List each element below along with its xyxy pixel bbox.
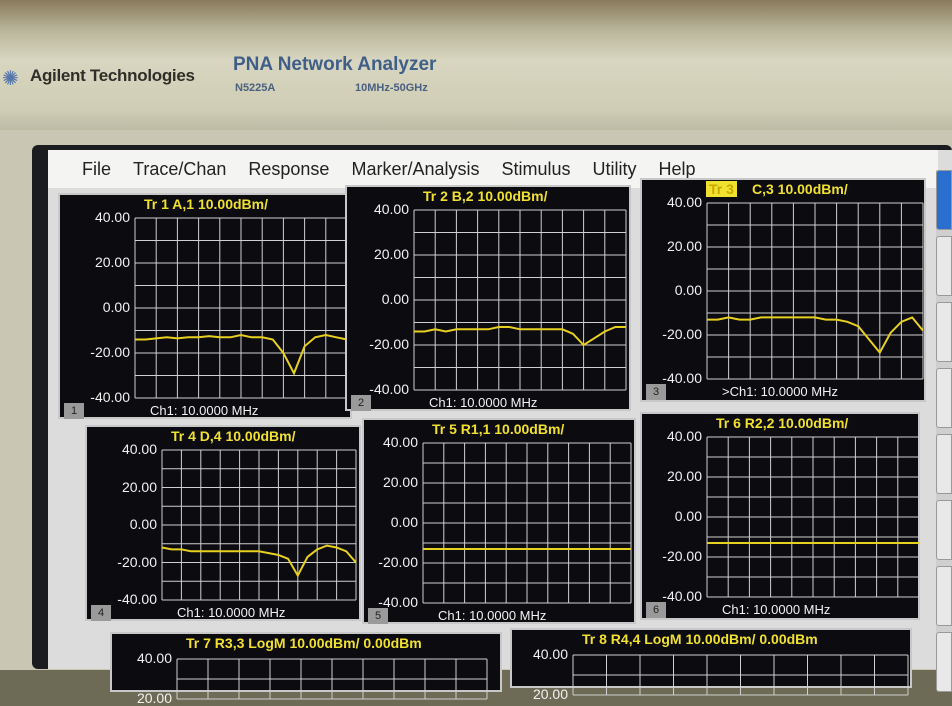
y-tick-label: -40.00 bbox=[117, 591, 157, 607]
y-tick-label: 20.00 bbox=[532, 686, 568, 702]
menu-trace-chan[interactable]: Trace/Chan bbox=[133, 158, 227, 179]
window-number: 3 bbox=[646, 384, 666, 400]
trace-window-4[interactable]: Tr 4 D,4 10.00dBm/40.00 20.00 0.00 -20.00 -4… bbox=[85, 425, 361, 621]
trace-window-2[interactable]: Tr 2 B,2 10.00dBm/40.00 20.00 0.00 -20.00 -4… bbox=[345, 185, 631, 411]
y-tick-label: -40.00 bbox=[90, 389, 130, 405]
trace-line bbox=[161, 544, 357, 578]
trace-line bbox=[707, 316, 924, 355]
channel-stimulus-readout: Ch1: 10.0000 MHz bbox=[150, 403, 259, 418]
y-tick-label: 20.00 bbox=[382, 474, 418, 490]
y-tick-label: -40.00 bbox=[662, 370, 702, 386]
y-tick-label: 0.00 bbox=[674, 508, 702, 524]
softkey-1[interactable] bbox=[936, 170, 952, 230]
trace-line bbox=[135, 333, 348, 376]
trace-window-3[interactable]: Tr 3 C,3 10.00dBm/40.00 20.00 0.00 -20.00 -40… bbox=[640, 178, 926, 402]
y-tick-label: 0.00 bbox=[102, 299, 130, 315]
y-tick-label: -20.00 bbox=[662, 326, 702, 342]
y-tick-label: 40.00 bbox=[532, 646, 568, 662]
y-tick-label: 20.00 bbox=[666, 238, 702, 254]
menu-help[interactable]: Help bbox=[658, 158, 696, 179]
trace-title[interactable]: Tr 1 A,1 10.00dBm/ bbox=[144, 196, 268, 212]
window-number: 1 bbox=[64, 403, 84, 419]
y-tick-label: 0.00 bbox=[381, 291, 409, 307]
active-trace-label[interactable]: Tr 3 bbox=[706, 181, 737, 197]
product-label: PNA Network Analyzer bbox=[233, 54, 437, 75]
model-label: N5225A bbox=[235, 82, 276, 94]
softkey-5[interactable] bbox=[936, 434, 952, 494]
channel-stimulus-readout: Ch1: 10.0000 MHz bbox=[429, 395, 538, 410]
menu-marker-analysis[interactable]: Marker/Analysis bbox=[351, 158, 480, 179]
softkey-6[interactable] bbox=[936, 500, 952, 560]
y-tick-label: -20.00 bbox=[378, 554, 418, 570]
y-tick-label: -40.00 bbox=[369, 381, 409, 397]
agilent-logo-icon: ✺ bbox=[2, 68, 19, 90]
trace-window-5[interactable]: Tr 5 R1,1 10.00dBm/40.00 20.00 0.00 -20.00 -… bbox=[362, 418, 636, 624]
y-tick-label: 40.00 bbox=[666, 194, 702, 210]
trace-plot[interactable] bbox=[176, 658, 488, 700]
y-tick-label: 20.00 bbox=[94, 254, 130, 270]
y-tick-label: -20.00 bbox=[117, 553, 157, 570]
trace-plot[interactable] bbox=[706, 436, 920, 598]
instrument-bezel: ✺ Agilent Technologies PNA Network Analy… bbox=[0, 0, 952, 135]
trace-plot[interactable] bbox=[413, 209, 627, 391]
trace-plot[interactable] bbox=[422, 442, 632, 604]
softkey-panel bbox=[936, 170, 952, 692]
trace-title[interactable]: Tr 4 D,4 10.00dBm/ bbox=[171, 428, 296, 444]
trace-title[interactable]: Tr 2 B,2 10.00dBm/ bbox=[423, 188, 548, 204]
y-tick-label: -20.00 bbox=[90, 344, 130, 360]
y-tick-label: 0.00 bbox=[390, 514, 418, 530]
window-number: 6 bbox=[646, 602, 666, 618]
y-tick-label: 40.00 bbox=[373, 201, 409, 217]
trace-line bbox=[414, 326, 626, 347]
softkey-7[interactable] bbox=[936, 566, 952, 626]
y-tick-label: 40.00 bbox=[666, 428, 702, 444]
y-tick-label: 20.00 bbox=[136, 690, 172, 706]
menu-file[interactable]: File bbox=[82, 158, 112, 179]
trace-plot[interactable] bbox=[706, 202, 924, 380]
trace-window-8[interactable]: Tr 8 R4,4 LogM 10.00dBm/ 0.00dBm 40.00 20.… bbox=[510, 628, 912, 702]
trace-title[interactable]: Tr 5 R1,1 10.00dBm/ bbox=[432, 421, 565, 437]
y-tick-label: 40.00 bbox=[136, 650, 172, 666]
y-tick-label: 0.00 bbox=[129, 516, 157, 532]
frequency-range-label: 10MHz-50GHz bbox=[355, 82, 428, 94]
channel-stimulus-readout: Ch1: 10.0000 MHz bbox=[722, 602, 831, 617]
y-tick-label: 20.00 bbox=[373, 246, 409, 262]
window-number: 2 bbox=[351, 395, 371, 411]
y-tick-label: 20.00 bbox=[121, 478, 157, 495]
trace-window-7[interactable]: Tr 7 R3,3 LogM 10.00dBm/ 0.00dBm 40.00 20.… bbox=[110, 632, 502, 706]
y-tick-label: 40.00 bbox=[94, 209, 130, 225]
trace-title[interactable]: Tr 7 R3,3 LogM 10.00dBm/ 0.00dBm bbox=[186, 635, 422, 651]
menu-stimulus[interactable]: Stimulus bbox=[501, 158, 571, 179]
y-tick-label: 20.00 bbox=[666, 468, 702, 484]
channel-stimulus-readout: Ch1: 10.0000 MHz bbox=[438, 608, 547, 623]
y-tick-label: 0.00 bbox=[674, 282, 702, 298]
y-tick-label: 40.00 bbox=[382, 434, 418, 450]
y-tick-label: -20.00 bbox=[369, 336, 409, 352]
softkey-3[interactable] bbox=[936, 302, 952, 362]
menu-utility[interactable]: Utility bbox=[592, 158, 637, 179]
trace-title[interactable]: Tr 8 R4,4 LogM 10.00dBm/ 0.00dBm bbox=[582, 631, 818, 647]
trace-plot[interactable] bbox=[134, 217, 348, 399]
trace-plot[interactable] bbox=[161, 449, 357, 601]
y-tick-label: -40.00 bbox=[662, 588, 702, 604]
y-tick-label: 40.00 bbox=[121, 441, 157, 457]
menu-response[interactable]: Response bbox=[248, 158, 330, 179]
softkey-4[interactable] bbox=[936, 368, 952, 428]
softkey-2[interactable] bbox=[936, 236, 952, 296]
trace-title[interactable]: C,3 10.00dBm/ bbox=[752, 181, 848, 197]
y-tick-label: -20.00 bbox=[662, 548, 702, 564]
trace-window-1[interactable]: Tr 1 A,1 10.00dBm/40.00 20.00 0.00 -20.00 -4… bbox=[58, 193, 352, 419]
brand-label: Agilent Technologies bbox=[30, 66, 195, 85]
window-number: 5 bbox=[368, 608, 388, 624]
channel-stimulus-readout: Ch1: 10.0000 MHz bbox=[177, 605, 286, 620]
channel-stimulus-readout: >Ch1: 10.0000 MHz bbox=[722, 384, 838, 399]
trace-window-6[interactable]: Tr 6 R2,2 10.00dBm/40.00 20.00 0.00 -20.00 -… bbox=[640, 412, 920, 620]
trace-plot[interactable] bbox=[572, 654, 909, 696]
window-number: 4 bbox=[91, 605, 111, 621]
softkey-8[interactable] bbox=[936, 632, 952, 692]
trace-title[interactable]: Tr 6 R2,2 10.00dBm/ bbox=[716, 415, 849, 431]
y-tick-label: -40.00 bbox=[378, 594, 418, 610]
